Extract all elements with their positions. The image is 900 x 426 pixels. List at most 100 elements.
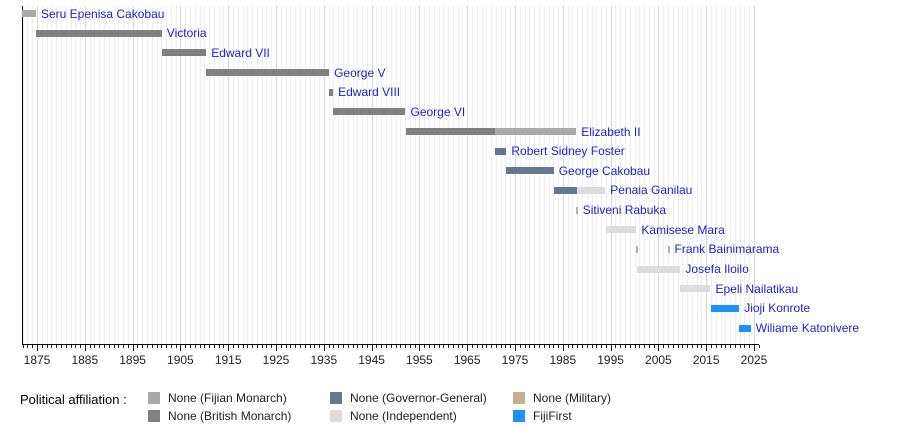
legend-swatch-governor_general bbox=[330, 392, 342, 404]
person-label[interactable]: Edward VII bbox=[211, 45, 270, 60]
year-gridline bbox=[615, 6, 617, 344]
minor-tick bbox=[472, 345, 473, 348]
year-gridline bbox=[715, 6, 717, 344]
person-label[interactable]: Wiliame Katonivere bbox=[755, 321, 860, 336]
minor-tick bbox=[739, 345, 741, 348]
minor-tick bbox=[166, 345, 168, 348]
year-gridline bbox=[185, 6, 187, 344]
minor-tick bbox=[691, 345, 693, 348]
minor-tick bbox=[433, 345, 435, 348]
person-label[interactable]: Victoria bbox=[166, 26, 207, 41]
person-label[interactable]: Josefa Iloilo bbox=[685, 262, 749, 277]
minor-tick bbox=[75, 345, 77, 348]
year-gridline bbox=[290, 6, 292, 344]
decade-gridline bbox=[419, 6, 421, 344]
person-label[interactable]: Penaia Ganilau bbox=[610, 183, 693, 198]
year-gridline bbox=[89, 6, 91, 344]
year-gridline bbox=[342, 6, 344, 344]
minor-tick bbox=[218, 345, 220, 348]
person-label[interactable]: George V bbox=[334, 65, 386, 80]
decade-gridline bbox=[276, 6, 277, 344]
year-gridline bbox=[199, 6, 201, 344]
minor-tick bbox=[653, 345, 655, 348]
axis-tick-label: 1905 bbox=[167, 353, 194, 367]
minor-tick bbox=[347, 345, 349, 348]
minor-tick bbox=[199, 345, 201, 348]
minor-tick bbox=[385, 345, 387, 348]
minor-tick bbox=[601, 345, 602, 348]
decade-gridline bbox=[180, 6, 182, 344]
year-gridline bbox=[103, 6, 105, 344]
minor-tick bbox=[314, 345, 316, 348]
axis-tick-label: 1915 bbox=[214, 353, 242, 367]
year-gridline bbox=[41, 6, 43, 344]
year-gridline bbox=[644, 6, 646, 344]
person-label[interactable]: Edward VIII bbox=[338, 85, 401, 100]
minor-tick bbox=[663, 345, 665, 348]
legend-swatch-independent bbox=[330, 410, 342, 422]
axis-tick-label: 1895 bbox=[119, 353, 146, 367]
person-label[interactable]: Robert Sidney Foster bbox=[511, 144, 625, 159]
person-label[interactable]: George VI bbox=[410, 104, 466, 119]
minor-tick bbox=[113, 345, 115, 348]
person-label[interactable]: Seru Epenisa Cakobau bbox=[41, 6, 165, 21]
year-gridline bbox=[510, 6, 512, 344]
person-label[interactable]: Elizabeth II bbox=[581, 124, 641, 139]
minor-tick bbox=[672, 345, 674, 348]
major-tick bbox=[228, 345, 230, 351]
year-gridline bbox=[572, 6, 574, 344]
decade-gridline bbox=[562, 6, 564, 344]
minor-tick bbox=[481, 345, 483, 348]
axis-tick-label: 1995 bbox=[597, 353, 624, 367]
timeline-bar-british_monarch bbox=[405, 128, 495, 135]
legend-label: None (British Monarch) bbox=[168, 409, 292, 423]
major-tick bbox=[84, 345, 86, 351]
year-gridline bbox=[443, 6, 445, 344]
minor-tick bbox=[46, 345, 48, 348]
minor-tick bbox=[577, 345, 579, 348]
year-gridline bbox=[166, 6, 168, 344]
minor-tick bbox=[438, 345, 440, 348]
minor-tick bbox=[534, 345, 536, 348]
timeline-bar-governor_general bbox=[553, 186, 577, 194]
minor-tick bbox=[190, 345, 191, 348]
minor-tick bbox=[137, 345, 139, 348]
minor-tick bbox=[639, 345, 641, 348]
minor-tick bbox=[70, 345, 72, 348]
major-tick bbox=[706, 345, 708, 351]
decade-gridline bbox=[706, 6, 708, 344]
minor-tick bbox=[266, 345, 268, 348]
axis-tick-label: 1985 bbox=[549, 353, 577, 367]
person-label[interactable]: Sitiveni Rabuka bbox=[582, 203, 667, 218]
person-label[interactable]: Kamisese Mara bbox=[641, 222, 725, 237]
year-gridline bbox=[204, 6, 206, 344]
minor-tick bbox=[395, 345, 397, 348]
person-label[interactable]: George Cakobau bbox=[558, 163, 651, 178]
minor-tick bbox=[462, 345, 464, 348]
minor-tick bbox=[56, 345, 58, 348]
minor-tick bbox=[548, 345, 550, 348]
axis-tick-label: 2025 bbox=[740, 353, 768, 367]
year-gridline bbox=[237, 6, 239, 344]
minor-tick bbox=[32, 345, 34, 348]
minor-tick bbox=[634, 345, 636, 348]
major-tick bbox=[515, 345, 516, 351]
minor-tick bbox=[22, 345, 24, 348]
timeline-bar-military bbox=[667, 245, 670, 253]
minor-tick bbox=[89, 345, 91, 348]
year-gridline bbox=[730, 6, 732, 344]
decade-gridline bbox=[371, 6, 373, 344]
person-label[interactable]: Epeli Nailatikau bbox=[715, 281, 799, 296]
year-gridline bbox=[366, 6, 368, 344]
person-label[interactable]: Jioji Konrote bbox=[744, 301, 811, 316]
year-gridline bbox=[481, 6, 483, 344]
major-tick bbox=[371, 345, 373, 351]
person-label[interactable]: Frank Bainimarama bbox=[674, 242, 780, 257]
year-gridline bbox=[328, 6, 330, 344]
minor-tick bbox=[668, 345, 669, 348]
minor-tick bbox=[204, 345, 206, 348]
minor-tick bbox=[127, 345, 129, 348]
year-gridline bbox=[280, 6, 282, 344]
minor-tick bbox=[510, 345, 512, 348]
